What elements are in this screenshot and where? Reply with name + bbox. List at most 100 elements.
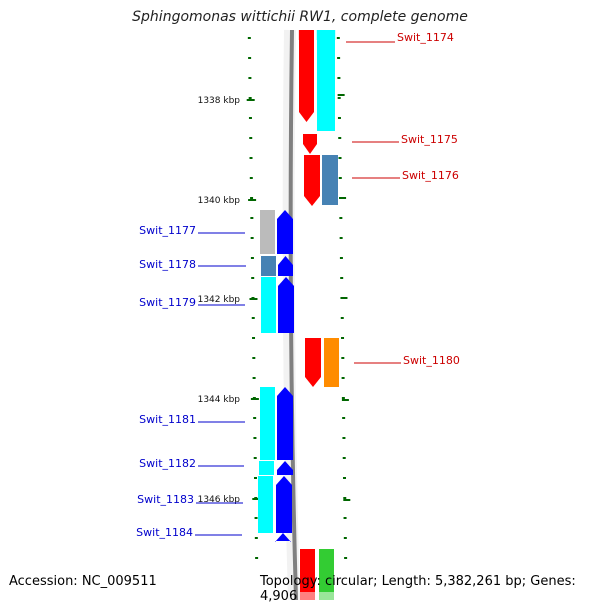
ruler-tick — [338, 157, 342, 159]
ruler-tick — [253, 477, 257, 479]
gene-label: Swit_1175 — [401, 133, 458, 146]
ruler-tick — [340, 317, 344, 319]
gene-swit-1180 — [305, 338, 321, 387]
ruler-tick — [254, 537, 258, 539]
cog-swit-1178 — [261, 256, 276, 276]
gene-label: Swit_1180 — [403, 354, 460, 367]
ruler-tick-major — [246, 99, 255, 101]
gene-labels: Swit_1174 Swit_1175 Swit_1176 Swit_1177 Swit… — [136, 31, 460, 539]
ruler-tick — [341, 337, 345, 339]
cog-swit-1182 — [259, 461, 274, 475]
ruler-tick — [342, 437, 346, 439]
ruler-tick — [249, 137, 253, 139]
kbp-label: 1342 kbp — [198, 295, 241, 305]
accession-text: Accession: NC_009511 — [9, 574, 157, 589]
kbp-label: 1344 kbp — [198, 395, 241, 405]
ruler-tick — [253, 457, 257, 459]
ruler-tick — [252, 337, 256, 339]
ruler-tick — [339, 197, 347, 199]
ruler-tick — [338, 177, 342, 179]
kbp-label: 1338 kbp — [198, 96, 241, 106]
ruler-tick — [339, 237, 343, 239]
ruler-tick — [337, 94, 345, 96]
cog-swit-1177 — [260, 210, 275, 254]
ruler-tick-major — [250, 398, 259, 400]
kbp-label: 1346 kbp — [198, 495, 241, 505]
ruler-tick — [252, 377, 256, 379]
ruler-tick — [250, 257, 254, 259]
ruler-tick — [250, 197, 254, 199]
gene-swit-1174 — [299, 30, 314, 122]
kbp-label: 1340 kbp — [198, 196, 241, 206]
ruler-tick — [342, 417, 346, 419]
ruler-tick — [252, 357, 256, 359]
gene-label: Swit_1179 — [139, 296, 196, 309]
ruler-tick — [343, 497, 347, 499]
cog-swit-1179 — [261, 277, 276, 333]
ruler-tick — [341, 397, 345, 399]
map-title: Sphingomonas wittichii RW1, complete gen… — [132, 9, 468, 25]
ruler-tick — [254, 517, 258, 519]
cog-bottom-green — [319, 549, 334, 600]
ruler-tick — [247, 37, 251, 39]
ruler-tick — [248, 57, 252, 59]
ruler-tick — [343, 517, 347, 519]
ruler-tick — [340, 277, 344, 279]
kbp-ruler: 1338 kbp 1340 kbp 1342 kbp 1344 kbp 1346 kbp — [198, 37, 351, 559]
gene-swit-1184 — [275, 533, 291, 542]
ruler-tick-major — [248, 199, 257, 201]
gene-swit-1182 — [277, 461, 293, 475]
ruler-tick — [249, 177, 253, 179]
gene-swit-1183 — [276, 476, 292, 533]
ruler-tick — [253, 417, 257, 419]
ruler-tick — [337, 77, 341, 79]
ruler-tick — [340, 297, 348, 299]
gene-fade-bottom — [300, 592, 340, 600]
ruler-tick-major — [252, 498, 261, 500]
ruler-tick — [343, 537, 347, 539]
ruler-tick-major — [249, 298, 258, 300]
ruler-tick — [255, 557, 259, 559]
gene-label: Swit_1184 — [136, 526, 193, 539]
gene-label: Swit_1182 — [139, 457, 196, 470]
cog-swit-1183 — [258, 476, 273, 533]
ruler-tick — [337, 97, 341, 99]
ruler-tick — [251, 317, 255, 319]
ruler-tick — [343, 499, 351, 501]
gene-swit-1176 — [304, 155, 320, 206]
gene-label: Swit_1183 — [137, 493, 194, 506]
gene-swit-1181 — [277, 387, 293, 460]
ruler-tick — [248, 97, 252, 99]
ruler-tick — [248, 117, 252, 119]
cog-swit-1174 — [317, 30, 335, 131]
ruler-tick — [248, 77, 252, 79]
ruler-tick — [338, 137, 342, 139]
ruler-tick — [337, 117, 341, 119]
gene-track — [258, 30, 340, 600]
ruler-tick — [339, 257, 343, 259]
gene-label: Swit_1174 — [397, 31, 454, 44]
ruler-tick — [336, 37, 340, 39]
ruler-tick — [342, 477, 346, 479]
ruler-tick — [339, 217, 343, 219]
gene-label: Swit_1181 — [139, 413, 196, 426]
ruler-tick — [251, 277, 255, 279]
cog-swit-1176 — [322, 155, 338, 205]
gene-swit-1178 — [278, 256, 293, 276]
gene-label: Swit_1177 — [139, 224, 196, 237]
cog-swit-1181 — [260, 387, 275, 460]
gene-label: Swit_1176 — [402, 169, 459, 182]
ruler-tick — [341, 377, 345, 379]
ruler-tick — [337, 57, 341, 59]
ruler-tick — [253, 437, 257, 439]
gene-swit-1177 — [277, 210, 293, 254]
ruler-tick — [250, 217, 254, 219]
gene-bottom-red — [300, 549, 315, 600]
cog-swit-1180 — [324, 338, 339, 387]
ruler-tick — [341, 399, 349, 401]
ruler-tick — [344, 557, 348, 559]
gene-swit-1179 — [278, 277, 294, 333]
ruler-tick — [342, 457, 346, 459]
ruler-tick — [250, 237, 254, 239]
